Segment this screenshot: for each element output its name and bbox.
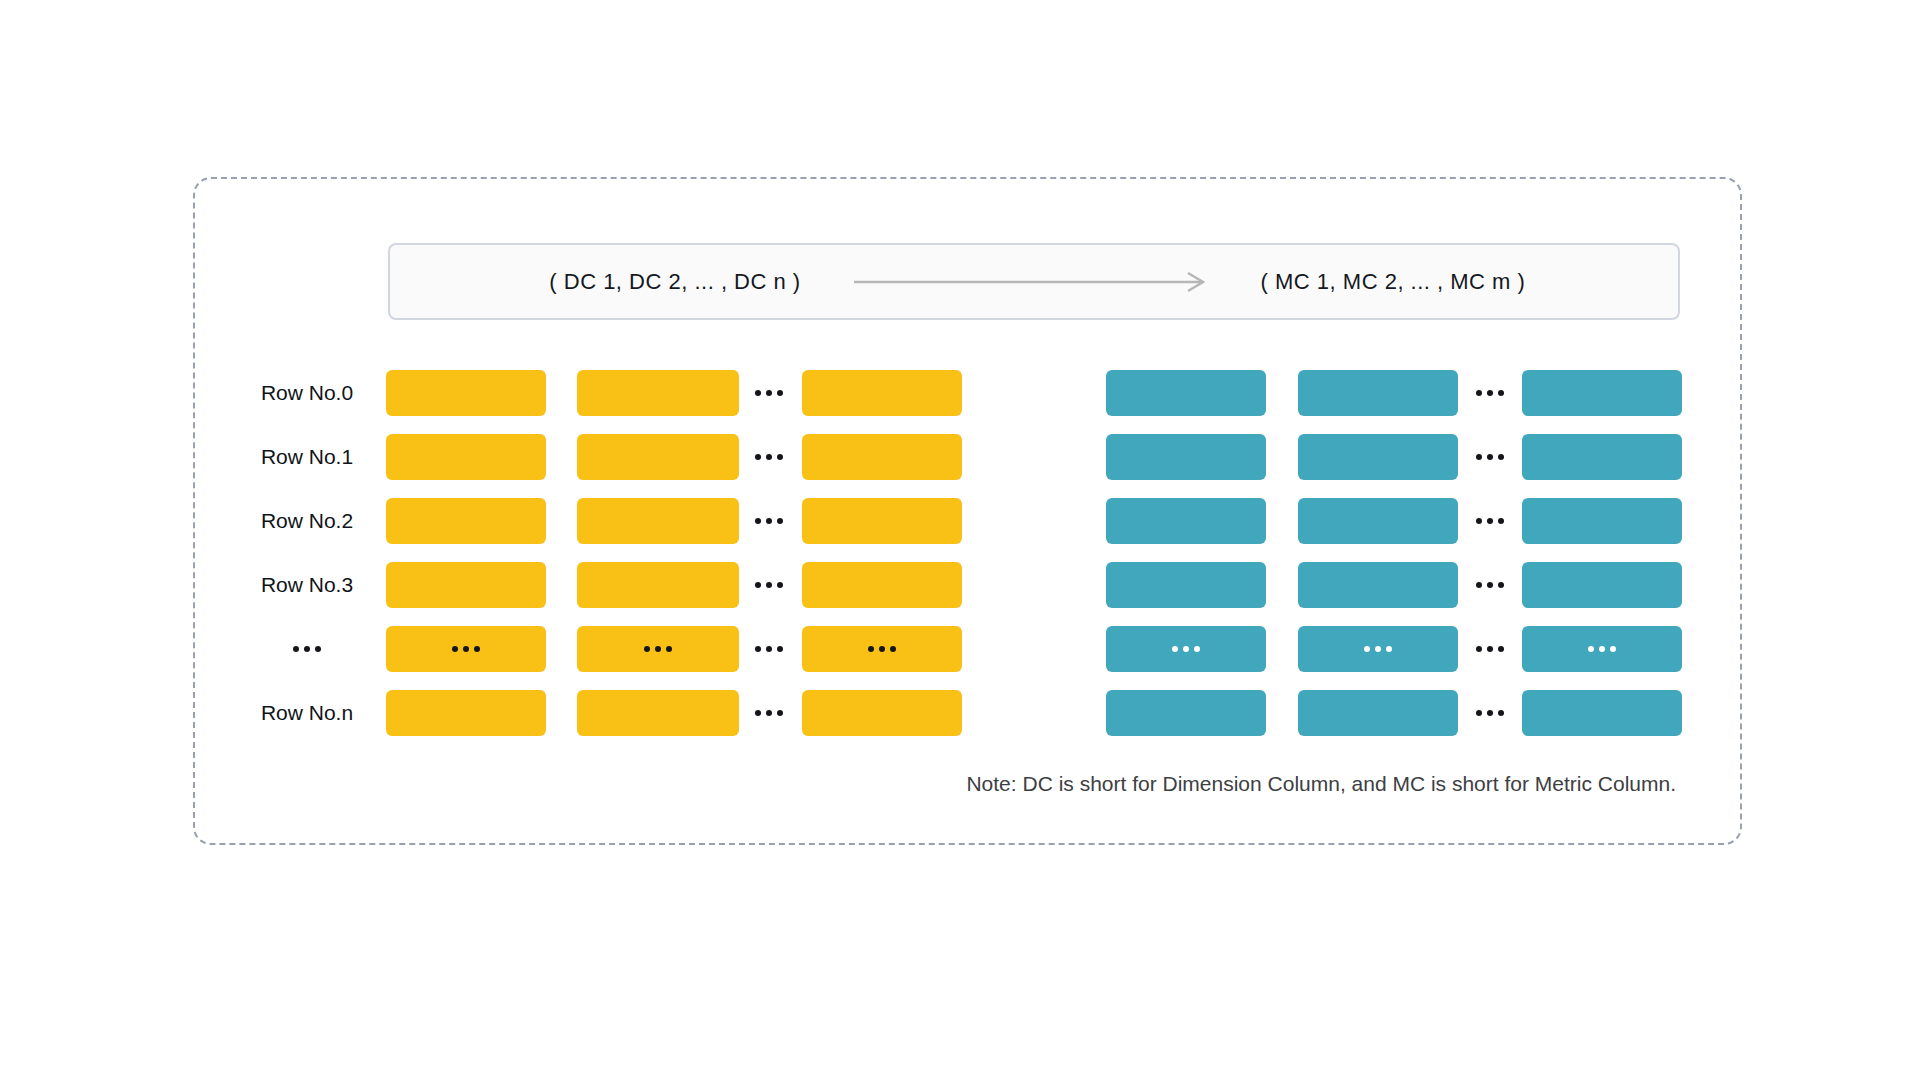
metric-cell [1106,690,1266,736]
column-ellipsis [755,518,783,524]
metric-cell [1522,434,1682,480]
column-ellipsis [1476,646,1504,652]
dimension-cell [577,434,739,480]
metric-cell [1522,562,1682,608]
ellipsis-dots-icon [1476,582,1504,588]
row-label: Row No.2 [232,498,382,544]
metric-cell [1522,498,1682,544]
ellipsis-dots-icon [1476,518,1504,524]
dimension-cell [386,434,546,480]
metric-cell [1522,690,1682,736]
ellipsis-dots-icon [755,454,783,460]
column-ellipsis [1476,518,1504,524]
dimension-cell [386,370,546,416]
metric-cell [1298,434,1458,480]
column-ellipsis [1476,390,1504,396]
ellipsis-dots-icon [644,646,672,652]
dimension-cell [802,498,962,544]
column-ellipsis [1476,582,1504,588]
metric-cell [1298,626,1458,672]
ellipsis-dots-icon [1588,646,1616,652]
dimension-cell [577,562,739,608]
metric-cell [1522,370,1682,416]
metric-cell [1298,562,1458,608]
column-ellipsis [1476,454,1504,460]
metric-cell [1106,370,1266,416]
dimension-cell [577,690,739,736]
table-row: Row No.3 [195,562,1740,608]
table-row: Row No.1 [195,434,1740,480]
column-ellipsis [755,646,783,652]
table-structure-frame: ( DC 1, DC 2, ... , DC n ) ( MC 1, MC 2,… [193,177,1742,845]
ellipsis-dots-icon [755,582,783,588]
ellipsis-dots-icon [1172,646,1200,652]
dimension-cell [802,434,962,480]
metric-cell [1106,562,1266,608]
dimension-cell [577,370,739,416]
dimension-cell [802,370,962,416]
row-label: Row No.1 [232,434,382,480]
ellipsis-dots-icon [1476,710,1504,716]
dimension-cell [577,626,739,672]
metric-cell [1298,498,1458,544]
ellipsis-dots-icon [1476,390,1504,396]
schema-mapping-header: ( DC 1, DC 2, ... , DC n ) ( MC 1, MC 2,… [388,243,1680,320]
rows-area: Row No.0 Row No.1 Row No.2 Row No.3 Row No.n [195,370,1740,777]
column-ellipsis [1476,710,1504,716]
dimension-columns-tuple: ( DC 1, DC 2, ... , DC n ) [549,269,800,295]
dimension-cell [802,562,962,608]
dimension-cell [386,562,546,608]
dimension-cell [386,626,546,672]
ellipsis-dots-icon [1476,454,1504,460]
dimension-cell [802,626,962,672]
row-label: Row No.3 [232,562,382,608]
ellipsis-dots-icon [1364,646,1392,652]
dimension-cell [386,690,546,736]
ellipsis-dots-icon [755,710,783,716]
metric-cell [1106,434,1266,480]
column-ellipsis [755,454,783,460]
ellipsis-dots-icon [868,646,896,652]
ellipsis-dots-icon [755,390,783,396]
column-ellipsis [755,582,783,588]
dimension-cell [386,498,546,544]
metric-cell [1298,370,1458,416]
column-ellipsis [755,710,783,716]
dimension-cell [802,690,962,736]
metric-cell [1522,626,1682,672]
metric-columns-tuple: ( MC 1, MC 2, ... , MC m ) [1261,269,1526,295]
row-label: Row No.n [232,690,382,736]
dimension-cell [577,498,739,544]
metric-cell [1298,690,1458,736]
table-row: Row No.2 [195,498,1740,544]
metric-cell [1106,626,1266,672]
table-row: Row No.0 [195,370,1740,416]
row-ellipsis-label [232,626,382,672]
ellipsis-dots-icon [293,646,321,652]
metric-cell [1106,498,1266,544]
table-row: Row No.n [195,690,1740,736]
mapping-arrow-icon [852,270,1216,294]
table-row [195,626,1740,672]
column-ellipsis [755,390,783,396]
row-label: Row No.0 [232,370,382,416]
ellipsis-dots-icon [755,518,783,524]
note-text: Note: DC is short for Dimension Column, … [966,772,1676,796]
ellipsis-dots-icon [452,646,480,652]
ellipsis-dots-icon [755,646,783,652]
ellipsis-dots-icon [1476,646,1504,652]
